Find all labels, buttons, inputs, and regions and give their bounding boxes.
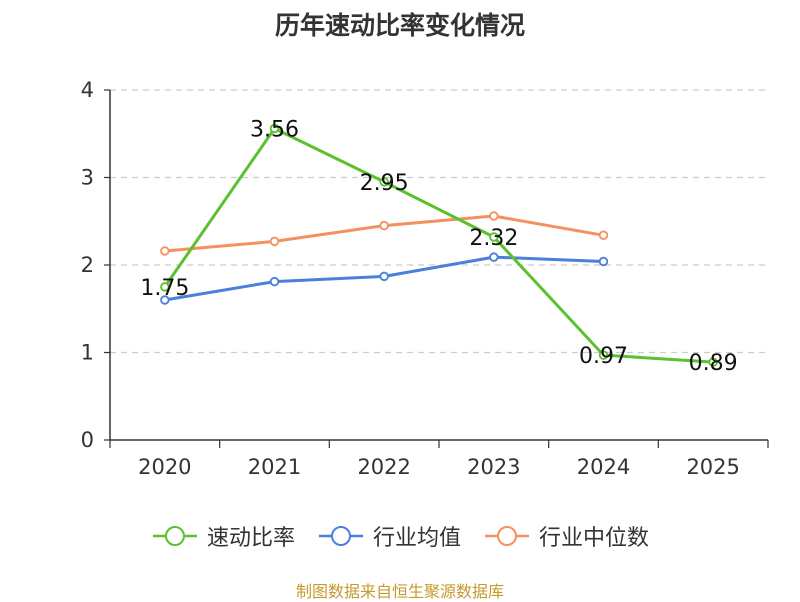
data-point-2 (379, 220, 389, 231)
x-tick-label: 2023 (467, 455, 520, 479)
data-point-2 (269, 236, 280, 247)
data-point-0 (598, 350, 609, 360)
data-point-0 (489, 232, 499, 242)
data-point-2 (489, 211, 499, 221)
legend-marker-quick-ratio (152, 526, 197, 546)
y-tick-label: 0 (81, 428, 94, 452)
y-tick-label: 3 (81, 166, 94, 190)
data-point-1 (379, 271, 389, 282)
legend-label-quick-ratio: 速动比率 (206, 526, 295, 551)
data-point-0 (708, 357, 718, 367)
data-point-0 (379, 177, 389, 187)
data-point-0 (269, 123, 280, 134)
data-point-1 (598, 256, 609, 267)
data-point-2 (598, 230, 609, 240)
legend-item-industry-mean[interactable]: 行业均值 (317, 520, 461, 552)
data-label: 1.75 (140, 276, 189, 301)
y-tick-label: 2 (81, 253, 94, 277)
chart-title: 历年速动比率变化情况 (274, 11, 525, 40)
legend-label-industry-median: 行业中位数 (539, 526, 650, 551)
x-tick-label: 2024 (577, 455, 630, 479)
legend-item-industry-median[interactable]: 行业中位数 (483, 520, 649, 552)
series-lines (160, 123, 718, 367)
x-tick-label: 2020 (138, 455, 191, 479)
legend-item-quick-ratio[interactable]: 速动比率 (151, 520, 295, 552)
data-point-2 (160, 246, 170, 256)
data-point-1 (269, 276, 280, 287)
data-labels: 1.75 3.56 2.95 2.32 0.97 0.89 (140, 118, 737, 377)
axes: 0 1 2 3 4 2020 2021 2022 2023 2024 2025 (81, 78, 769, 479)
data-label: 0.89 (689, 351, 738, 376)
series-line-0 (163, 127, 714, 364)
x-tick-label: 2022 (357, 455, 410, 479)
legend-label-industry-mean: 行业均值 (372, 526, 461, 551)
legend-marker-industry-mean (318, 526, 363, 546)
legend-marker-industry-median (485, 526, 529, 546)
x-tick-label: 2025 (686, 455, 739, 479)
data-label: 2.32 (469, 226, 518, 251)
data-point-0 (160, 282, 170, 292)
data-point-1 (489, 252, 499, 262)
legend: 速动比率 行业均值 行业中位数 (0, 520, 800, 552)
data-label: 3.56 (250, 118, 299, 143)
y-tick-label: 1 (81, 341, 94, 365)
source-note: 制图数据来自恒生聚源数据库 (295, 582, 504, 601)
x-tick-label: 2021 (248, 455, 301, 479)
y-tick-label: 4 (81, 78, 94, 102)
data-label: 2.95 (360, 171, 409, 196)
data-label: 0.97 (579, 344, 628, 369)
data-point-1 (160, 295, 170, 305)
